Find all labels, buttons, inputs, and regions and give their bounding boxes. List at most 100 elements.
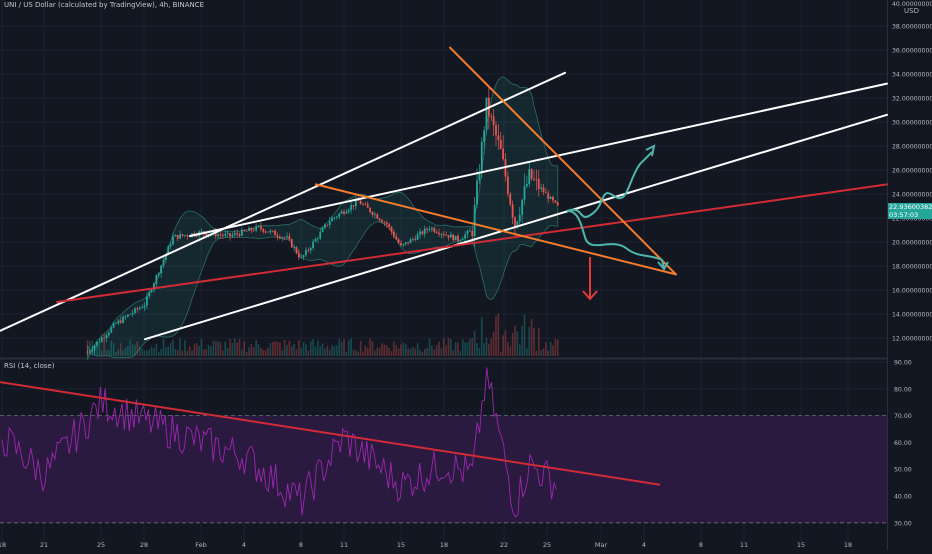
candle-body [378, 218, 381, 221]
volume-bar [293, 344, 295, 356]
volume-bar [431, 345, 433, 356]
candle-body [141, 307, 144, 309]
volume-bar [469, 339, 471, 356]
candle-body [392, 231, 395, 237]
candle-body [350, 205, 353, 210]
candle-body [338, 213, 341, 217]
volume-bar [535, 350, 538, 356]
volume-bar [428, 338, 431, 356]
volume-bar [148, 349, 151, 356]
volume-bar [122, 350, 124, 356]
volume-bar [466, 341, 469, 356]
candle-body [283, 237, 286, 239]
candle-body [195, 235, 198, 237]
price-tick-label: 30.00000000 [892, 120, 932, 127]
volume-bar [381, 343, 383, 356]
volume-bar [347, 340, 350, 356]
volume-bar [445, 345, 447, 356]
volume-bar [545, 342, 547, 356]
candle-body [461, 238, 464, 241]
candle-body [183, 235, 186, 237]
volume-bar [521, 326, 523, 356]
candle-body [331, 218, 334, 222]
volume-bar [523, 314, 526, 356]
volume-bar [186, 351, 189, 356]
candle-body [407, 242, 410, 244]
candle-body [86, 352, 89, 354]
time-tick-label: 8 [299, 541, 303, 549]
candle-body [373, 214, 376, 216]
candle-body [357, 200, 360, 201]
volume-bar [231, 343, 234, 356]
price-tick-label: 40.00000000 [892, 1, 932, 8]
volume-bar [499, 351, 502, 356]
candle-body [278, 236, 281, 239]
candle-body [150, 290, 153, 292]
candle-body [290, 239, 293, 248]
volume-bar [271, 342, 274, 356]
volume-bar [336, 345, 338, 356]
candle-body [200, 231, 203, 233]
volume-bar [219, 342, 222, 356]
time-tick-label: 18 [844, 541, 852, 549]
candle-body [552, 196, 554, 201]
candle-body [468, 230, 471, 232]
volume-bar [319, 346, 322, 356]
candle-body [259, 225, 262, 229]
volume-bar [167, 346, 170, 356]
candle-body [233, 233, 236, 236]
candle-body [107, 332, 110, 336]
candle-body [96, 341, 98, 346]
candle-body [224, 233, 227, 236]
rsi-tick-label: 80.00 [894, 386, 912, 393]
candle-body [255, 226, 258, 231]
candle-body [297, 253, 300, 258]
volume-bar [438, 341, 440, 356]
volume-bar [210, 346, 212, 356]
candle-body [502, 148, 505, 160]
candle-body [231, 235, 234, 237]
volume-bar [176, 349, 179, 356]
candle-body [381, 220, 383, 223]
volume-bar [105, 349, 108, 356]
volume-bar [321, 343, 324, 356]
bearish-forecast-path [566, 209, 665, 269]
candle-body [371, 212, 374, 215]
volume-bar [98, 342, 101, 356]
candle-body [117, 320, 120, 324]
volume-bar [442, 338, 445, 356]
price-tick-label: 32.00000000 [892, 96, 932, 103]
rsi-tick-label: 70.00 [894, 413, 912, 420]
candle-body [383, 222, 386, 224]
red-trendline-support [56, 183, 888, 303]
volume-bar [233, 338, 236, 356]
candle-body [153, 283, 155, 291]
rsi-tick-label: 60.00 [894, 440, 912, 447]
candle-body [433, 228, 436, 232]
volume-bar [483, 343, 485, 356]
white-trendline-channel-top [189, 82, 888, 237]
volume-bar [540, 350, 542, 356]
volume-bar [528, 326, 531, 356]
volume-bar [317, 340, 319, 356]
candle-body [112, 323, 115, 328]
volume-bar [181, 350, 184, 356]
candle-body [122, 316, 125, 323]
volume-bar [103, 341, 105, 356]
drawings-layer[interactable] [0, 46, 888, 486]
volume-bar [86, 340, 89, 356]
candle-body [176, 235, 179, 239]
time-tick-label: 21 [40, 541, 48, 549]
candle-body [236, 233, 239, 235]
candle-body [554, 200, 557, 203]
volume-bar [205, 349, 208, 356]
volume-bar [440, 348, 443, 356]
volume-bar [388, 348, 390, 356]
volume-bar [245, 351, 248, 356]
candle-body [326, 224, 329, 226]
candle-body [385, 222, 388, 225]
candle-body [397, 239, 400, 244]
volume-bar [312, 339, 314, 356]
